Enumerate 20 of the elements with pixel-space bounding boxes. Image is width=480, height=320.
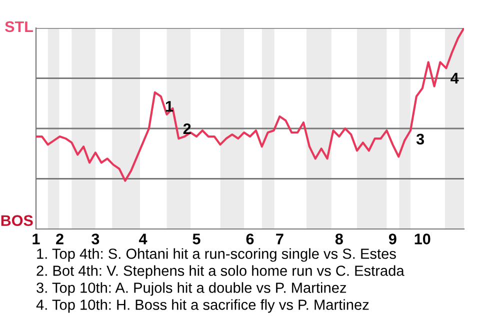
annotation: 2 — [183, 123, 191, 134]
x-tick-label: 7 — [276, 234, 284, 244]
text: 4. Top 10th: H. Boss hit a sacrifice fly vs P. Martinez — [36, 299, 369, 313]
annotation: 4 — [450, 72, 459, 84]
annotation: 3 — [416, 134, 424, 145]
text: 3. Top 10th: A. Pujols hit a double vs P. Martinez — [36, 282, 346, 296]
text: 2. Bot 4th: V. Stephens hit a solo home run vs C. Estrada — [36, 265, 404, 279]
text: BOS — [1, 215, 33, 226]
x-tick-label: 5 — [192, 234, 200, 244]
x-tick-label: 3 — [92, 234, 100, 244]
annotation: 1 — [166, 101, 174, 112]
text: STL — [5, 21, 33, 32]
text: 1. Top 4th: S. Ohtani hit a run-scoring single vs S. Estes — [37, 248, 396, 262]
x-tick-label: 4 — [138, 234, 148, 244]
x-tick-label: 9 — [388, 234, 396, 244]
x-tick-label: 8 — [335, 234, 343, 244]
x-tick-label: 1 — [32, 234, 40, 244]
x-tick-label: 2 — [56, 234, 64, 244]
x-tick-label: 10 — [414, 234, 430, 244]
x-tick-label: 6 — [246, 234, 254, 244]
